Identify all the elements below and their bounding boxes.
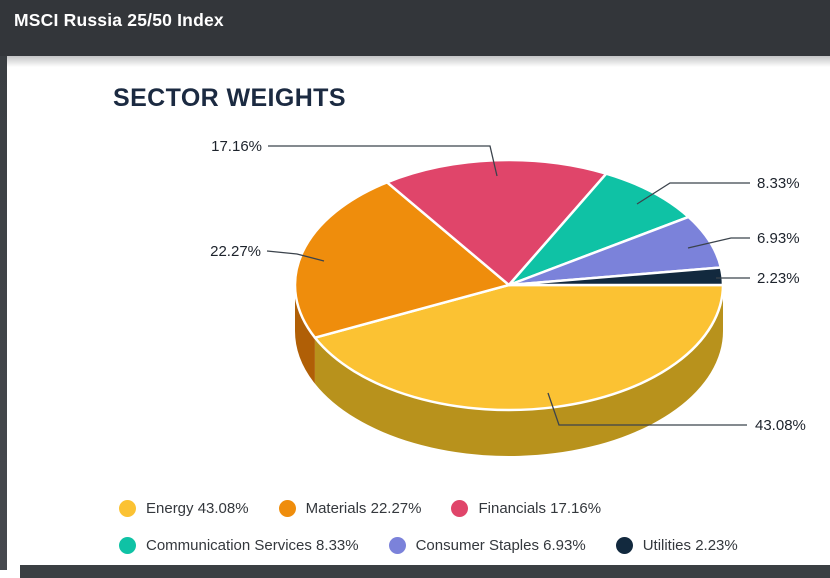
pie-label-energy: 43.08% [755, 417, 806, 434]
legend-dot [615, 537, 633, 554]
pie-label-materials: 22.27% [210, 243, 261, 260]
legend-item-communication-services[interactable]: Communication Services 8.33% [119, 537, 359, 554]
pie-label-consumer-staples: 6.93% [757, 230, 800, 247]
chart-title: SECTOR WEIGHTS [113, 84, 346, 112]
legend-item-materials[interactable]: Materials 22.27% [278, 500, 422, 517]
legend-label: Financials 17.16% [478, 500, 602, 517]
legend-dot [388, 537, 406, 554]
legend-label: Materials 22.27% [305, 500, 422, 517]
legend-row: Energy 43.08% Materials 22.27% Financials … [119, 500, 601, 517]
legend-row: Communication Services 8.33% Consumer Sta… [119, 537, 738, 554]
legend-label: Communication Services 8.33% [146, 537, 359, 554]
pie-slice-side-materials [295, 285, 315, 384]
legend-item-energy[interactable]: Energy 43.08% [119, 500, 249, 517]
legend-dot [119, 500, 136, 517]
app-header: MSCI Russia 25/50 Index [0, 0, 830, 56]
legend-label: Utilities 2.23% [642, 537, 738, 554]
header-shadow [0, 56, 830, 67]
pie-label-financials: 17.16% [211, 138, 262, 155]
pie-label-utilities: 2.23% [757, 270, 800, 287]
app-header-title: MSCI Russia 25/50 Index [14, 10, 224, 30]
legend-label: Consumer Staples 6.93% [415, 537, 586, 554]
legend-item-financials[interactable]: Financials 17.16% [451, 500, 601, 517]
legend-item-utilities[interactable]: Utilities 2.23% [615, 537, 738, 554]
legend-item-consumer-staples[interactable]: Consumer Staples 6.93% [388, 537, 586, 554]
pie-slice-utilities[interactable] [507, 266, 725, 287]
left-edge-strip [0, 56, 7, 570]
legend-label: Energy 43.08% [146, 500, 249, 517]
legend-dot [278, 500, 296, 517]
pie-label-communication-services: 8.33% [757, 175, 800, 192]
legend-dot [451, 500, 469, 517]
bottom-edge-strip [20, 565, 830, 578]
legend-dot [119, 537, 136, 554]
